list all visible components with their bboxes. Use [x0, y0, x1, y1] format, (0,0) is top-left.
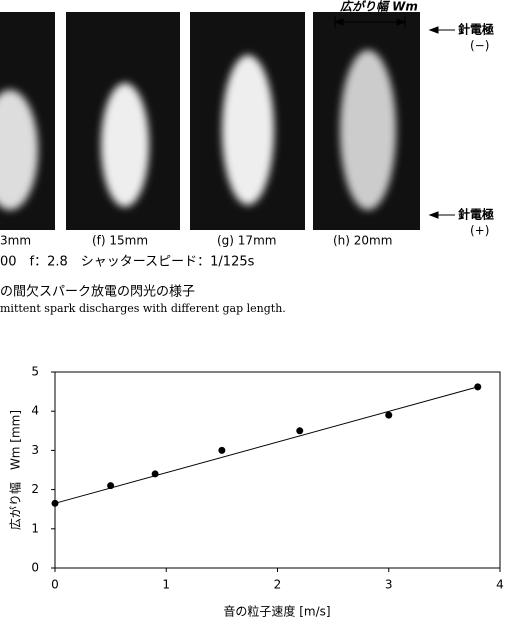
y-tick-label: 4 [31, 404, 39, 418]
photos [0, 12, 420, 230]
page: 広がり幅 Wm 針電極 (−) 針電極 (+) 3mm (f) 15mm (g)… [0, 0, 521, 628]
y-tick-label: 3 [31, 443, 39, 457]
x-tick-label: 2 [274, 578, 282, 592]
panel-label: (f) 15mm [92, 234, 148, 248]
point [218, 447, 225, 454]
panel-label: (h) 20mm [333, 234, 392, 248]
x-axis-title: 音の粒子速度 [m/s] [223, 604, 330, 619]
y-tick-label: 5 [31, 365, 39, 379]
y-tick-label: 2 [31, 482, 39, 496]
x-tick-label: 0 [51, 578, 59, 592]
x-tick-label: 1 [162, 578, 170, 592]
electrode-label: 針電極 [458, 207, 494, 222]
width-label: 広がり幅 Wm [339, 0, 418, 14]
point [296, 427, 303, 434]
y-tick-label: 1 [31, 521, 39, 535]
electrode-label: 針電極 [458, 22, 494, 37]
y-tick-label: 0 [31, 561, 39, 575]
point [385, 412, 392, 419]
x-tick-label: 4 [496, 578, 504, 592]
settings: 00 f：2.8 シャッタースピード：1/125s [0, 255, 255, 270]
chart: 音の粒子速度 [m/s] 広がり幅 Wm [mm] 0 1 2 3 4 5 0 1 2 3 4 [8, 365, 504, 619]
panel-label: 3mm [0, 234, 31, 248]
electrode-sign: (−) [470, 39, 489, 53]
electrode-arrows [430, 27, 455, 218]
x-tick-label: 3 [385, 578, 393, 592]
panel-label: (g) 17mm [217, 234, 276, 248]
trend-line [55, 387, 478, 503]
caption-en: mittent spark discharges with different … [0, 302, 286, 315]
electrode-sign: (+) [470, 224, 489, 238]
caption-ja: の間欠スパーク放電の閃光の様子 [0, 284, 195, 300]
plot-frame [55, 372, 500, 568]
y-axis-title: 広がり幅 Wm [mm] [8, 410, 23, 530]
